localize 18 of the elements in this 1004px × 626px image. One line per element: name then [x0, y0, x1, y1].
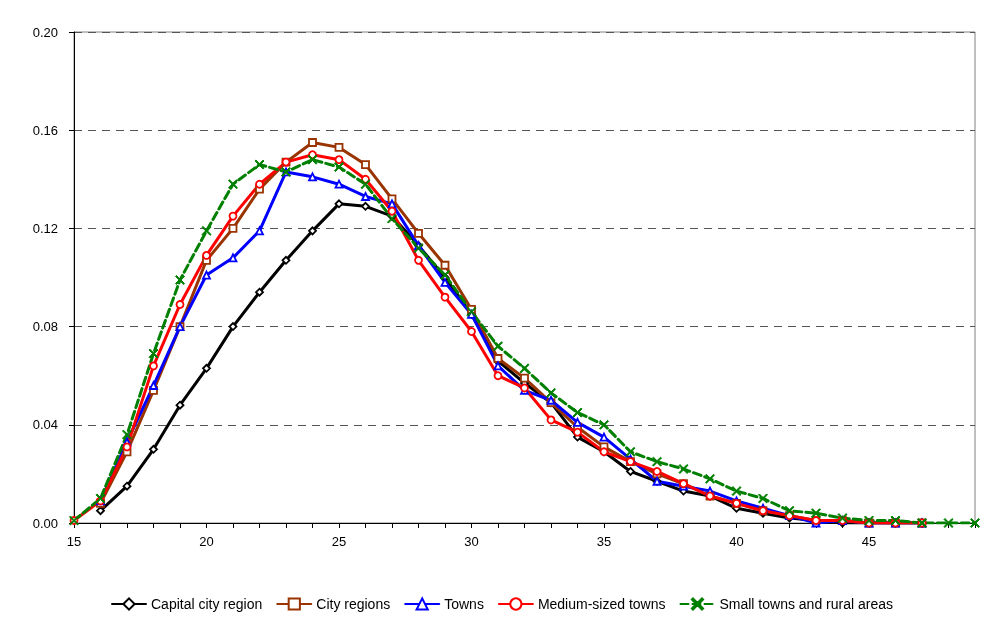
legend-label: Capital city region	[151, 596, 263, 612]
x-tick-label: 45	[861, 534, 877, 549]
legend-label: Small towns and rural areas	[719, 596, 894, 612]
x-tick-label: 20	[199, 534, 214, 549]
y-tick-label: 0.00	[32, 515, 58, 531]
y-tick-label: 0.08	[32, 319, 58, 335]
legend-label: Towns	[444, 596, 484, 612]
y-tick-label: 0.20	[32, 24, 58, 40]
legend-label: Medium-sized towns	[537, 596, 666, 612]
x-tick-label: 30	[464, 534, 479, 549]
y-tick-label: 0.04	[32, 417, 58, 433]
x-tick-label: 35	[596, 534, 612, 549]
legend-label: City regions	[316, 596, 391, 612]
x-tick-label: 40	[729, 534, 744, 549]
x-tick-label: 15	[66, 534, 82, 549]
x-tick-label: 25	[331, 534, 347, 549]
y-tick-label: 0.12	[32, 220, 58, 236]
y-tick-label: 0.16	[32, 122, 58, 138]
